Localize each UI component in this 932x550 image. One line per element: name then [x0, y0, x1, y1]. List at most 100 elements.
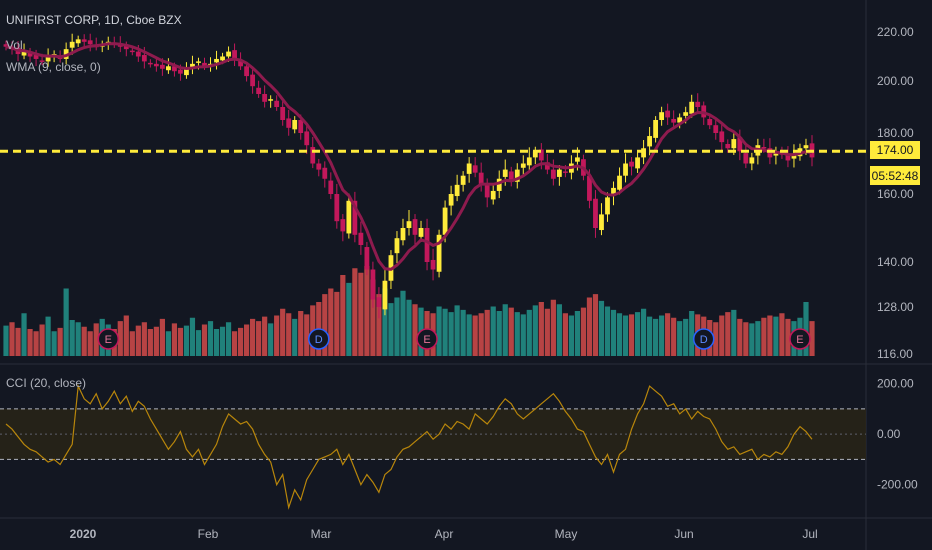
candle-body	[39, 60, 45, 62]
volume-bar	[502, 304, 508, 356]
volume-bar	[719, 315, 725, 356]
volume-bar	[478, 313, 484, 356]
candle-body	[683, 112, 689, 116]
candle-body	[575, 157, 580, 162]
volume-bar	[147, 329, 153, 356]
cci-tick-label: 0.00	[877, 427, 901, 441]
volume-bar	[640, 308, 647, 356]
volume-bar	[286, 313, 292, 356]
volume-bar	[400, 290, 406, 356]
volume-bar	[508, 307, 514, 356]
volume-bar	[520, 314, 526, 356]
volume-bar	[646, 316, 653, 356]
volume-bar	[484, 309, 490, 356]
candle-body	[340, 219, 346, 232]
candle-body	[196, 61, 201, 63]
candle-body	[677, 117, 683, 123]
candle-body	[147, 62, 153, 65]
candle-body	[749, 157, 755, 164]
volume-bar	[671, 317, 677, 356]
volume-bar	[45, 316, 51, 356]
candle-body	[394, 238, 400, 254]
candle-body	[376, 297, 382, 307]
volume-bar	[665, 313, 671, 356]
volume-bar	[592, 294, 599, 356]
candle-body	[334, 194, 340, 222]
volume-bar	[9, 322, 15, 356]
volume-bar	[388, 303, 394, 356]
candle-body	[274, 100, 280, 107]
candle-body	[731, 139, 737, 149]
candle-body	[550, 169, 556, 179]
candle-body	[707, 118, 713, 126]
volume-bar	[274, 315, 280, 356]
volume-bar	[598, 300, 605, 356]
volume-bar	[713, 322, 719, 356]
candle-body	[304, 131, 310, 146]
candle-body	[280, 107, 286, 120]
volume-bar	[27, 329, 33, 356]
volume-bar	[532, 305, 538, 356]
earnings-marker	[97, 328, 120, 350]
candle-body	[45, 56, 51, 62]
candle-body	[250, 74, 256, 87]
volume-bar	[63, 288, 69, 356]
wma-indicator-label[interactable]: WMA (9, close, 0)	[6, 60, 101, 74]
candle-body	[21, 51, 27, 56]
volume-bar	[268, 323, 274, 356]
candle-body	[178, 69, 183, 74]
candle-body	[310, 147, 316, 164]
volume-bar	[39, 324, 45, 356]
volume-bar	[466, 314, 472, 356]
candle-body	[382, 280, 388, 310]
candle-body	[346, 200, 352, 234]
volume-bar	[237, 327, 244, 356]
candle-body	[593, 198, 598, 228]
volume-bar	[562, 313, 568, 356]
volume-bar	[544, 308, 550, 356]
volume-bar	[322, 294, 328, 356]
candle-body	[725, 143, 731, 149]
volume-bar	[586, 297, 593, 356]
candle-body	[472, 165, 478, 173]
volume-bar	[436, 306, 442, 356]
volume-bar	[370, 279, 376, 356]
volume-bar	[243, 324, 250, 356]
candle-body	[87, 40, 93, 45]
event-marker-label: E	[105, 334, 112, 346]
earnings-marker	[416, 328, 438, 350]
vol-indicator-label[interactable]: Vol	[6, 38, 23, 52]
volume-bar	[779, 313, 785, 356]
price-tick-label: 128.00	[877, 300, 914, 314]
candle-body	[635, 157, 640, 169]
volume-bar	[677, 321, 683, 356]
dividend-marker	[692, 328, 715, 350]
volume-bar	[731, 309, 737, 356]
volume-bar	[653, 318, 659, 356]
volume-bar	[737, 318, 743, 356]
volume-bar	[568, 315, 575, 356]
candle-body	[33, 55, 39, 59]
candle-body	[562, 171, 568, 173]
volume-bar	[622, 315, 629, 356]
volume-bar	[743, 322, 749, 356]
volume-bar	[123, 315, 129, 356]
price-tick-label: 116.00	[877, 347, 913, 361]
candle-body	[328, 180, 334, 194]
time-tick-label: Feb	[198, 527, 219, 541]
candle-body	[599, 214, 604, 231]
time-tick-label: Apr	[435, 527, 454, 541]
volume-bar	[153, 326, 159, 356]
volume-bar	[659, 315, 665, 356]
earnings-marker	[789, 328, 811, 350]
volume-bar	[376, 294, 382, 356]
candle-body	[316, 163, 322, 170]
volume-bar	[574, 311, 581, 356]
candle-body	[719, 131, 725, 143]
candle-body	[665, 110, 671, 118]
volume-bar	[538, 302, 544, 356]
cci-indicator-label[interactable]: CCI (20, close)	[6, 376, 87, 390]
candle-body	[69, 41, 75, 48]
event-marker-label: E	[796, 334, 803, 346]
